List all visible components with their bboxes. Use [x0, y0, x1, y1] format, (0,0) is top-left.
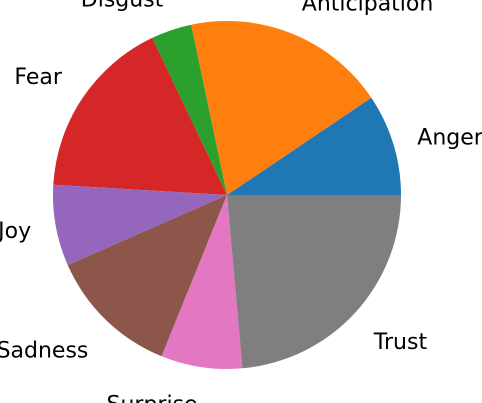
pie-slice-sadness	[67, 195, 227, 357]
pie-label-disgust: Disgust	[81, 0, 164, 13]
pie-label-fear: Fear	[14, 65, 62, 90]
pie-label-anticipation: Anticipation	[302, 0, 434, 17]
pie-slice-anticipation	[191, 20, 372, 196]
pie-slice-anger	[227, 97, 401, 195]
pie-label-anger: Anger	[417, 126, 482, 151]
pie-slice-disgust	[152, 24, 227, 196]
pie-label-surprise: Surprise	[107, 393, 198, 403]
pie-slice-surprise	[161, 195, 243, 369]
pie-label-sadness: Sadness	[0, 339, 88, 364]
pie-label-joy: Joy	[0, 219, 31, 244]
pie-slices	[53, 20, 401, 369]
pie-slice-fear	[53, 37, 228, 195]
pie-slice-trust	[227, 195, 401, 369]
pie-label-trust: Trust	[373, 330, 428, 355]
pie-slice-joy	[53, 184, 227, 266]
